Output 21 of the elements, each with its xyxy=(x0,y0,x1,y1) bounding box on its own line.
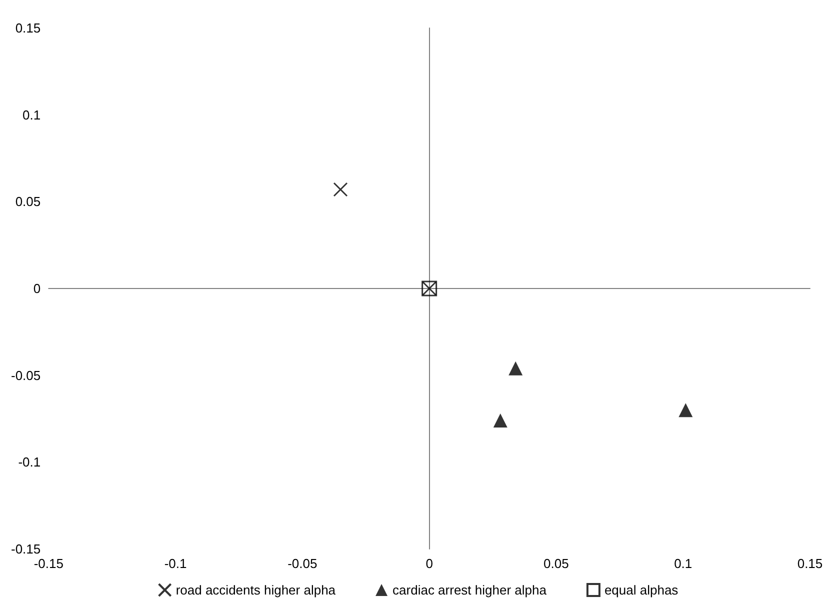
y-tick-label: 0.1 xyxy=(22,107,41,122)
y-tick-label: -0.1 xyxy=(18,454,41,470)
point xyxy=(508,361,523,376)
point xyxy=(678,403,693,418)
x-tick-label: -0.1 xyxy=(164,556,187,571)
legend-label: cardiac arrest higher alpha xyxy=(392,582,548,598)
legend-label: road accidents higher alpha xyxy=(176,582,336,598)
x-tick-label: 0.1 xyxy=(674,556,692,571)
x-tick-label: -0.05 xyxy=(288,556,318,571)
point xyxy=(493,413,508,428)
x-tick-label: -0.15 xyxy=(34,556,64,571)
y-tick-label: 0 xyxy=(33,281,41,296)
y-tick-label: 0.15 xyxy=(15,20,41,36)
x-tick-label: 0.05 xyxy=(544,556,569,571)
y-tick-label: 0.05 xyxy=(15,194,41,210)
x-tick-label: 0 xyxy=(426,556,433,571)
legend-label: equal alphas xyxy=(604,582,679,598)
x-tick-label: 0.15 xyxy=(797,556,823,571)
y-tick-label: -0.05 xyxy=(10,368,41,383)
point xyxy=(333,182,348,197)
y-tick-label: -0.15 xyxy=(10,542,41,556)
